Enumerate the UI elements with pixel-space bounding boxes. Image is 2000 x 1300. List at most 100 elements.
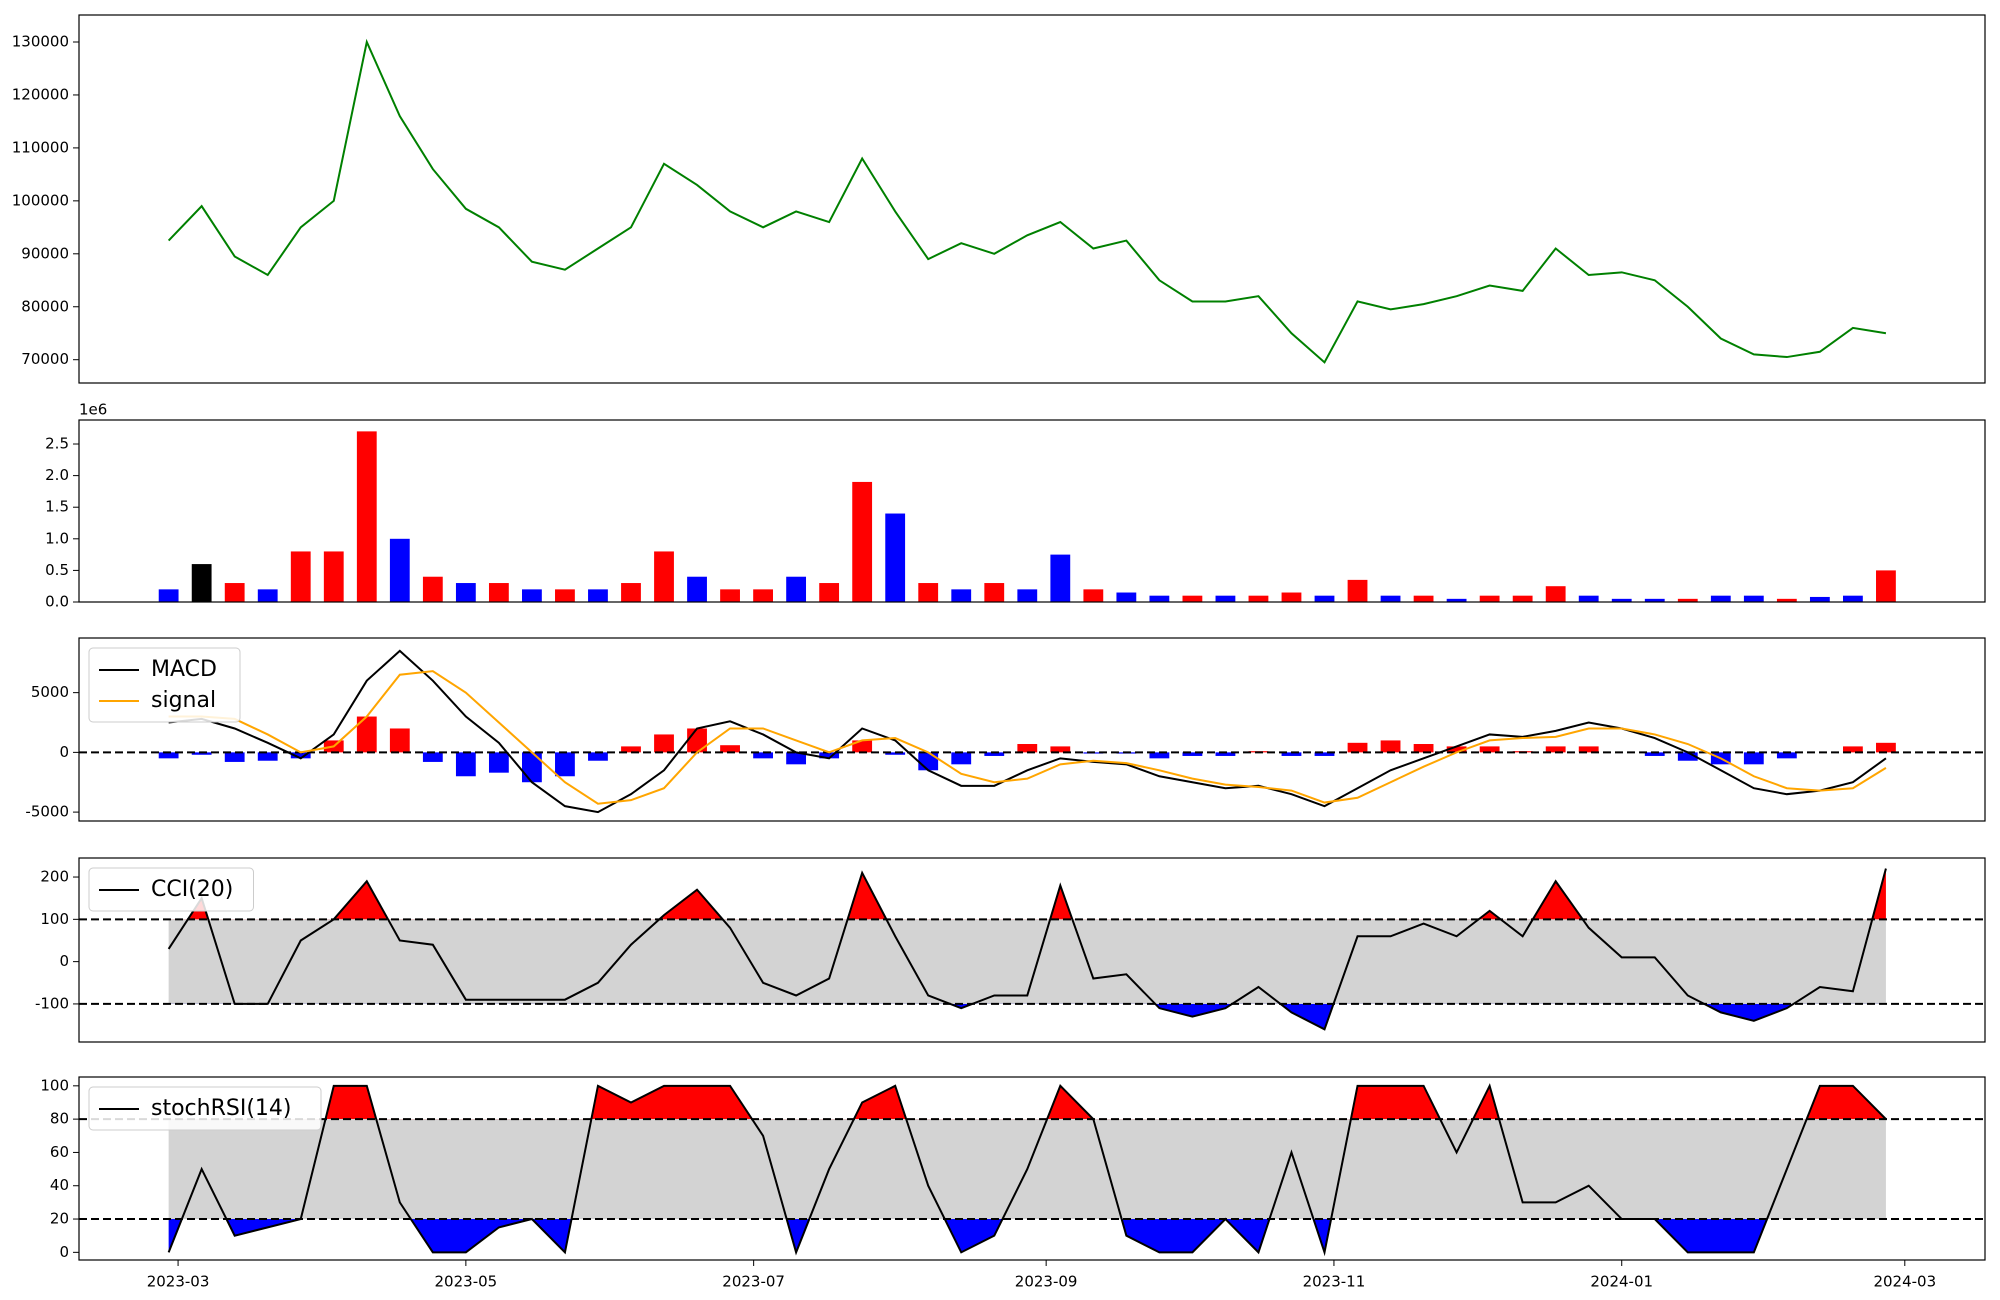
legend-label: signal <box>151 688 216 713</box>
y-tick-label: -100 <box>35 994 69 1012</box>
bar <box>555 589 575 602</box>
bar <box>455 583 476 602</box>
y-tick-label: 0.0 <box>45 593 69 611</box>
bar <box>753 589 773 602</box>
y-tick-label: 1.0 <box>45 529 69 547</box>
bar <box>1776 598 1797 602</box>
histogram-bar <box>852 740 873 753</box>
neutral-band <box>168 919 1886 1004</box>
bar <box>522 589 542 602</box>
histogram-bar <box>1446 746 1467 753</box>
histogram-bar <box>1149 752 1170 759</box>
bar <box>720 589 740 602</box>
panel: 0 20 40 60 80 100 2023-03 2023-05 2023-07 2023-09… <box>40 1076 1986 1291</box>
histogram-bar <box>819 752 840 759</box>
histogram-bar <box>1413 744 1434 753</box>
x-tick-label: 2023-05 <box>435 1273 498 1291</box>
bar <box>1347 579 1368 602</box>
histogram-bar <box>1314 752 1335 756</box>
histogram-bar <box>1876 742 1896 753</box>
bar <box>1083 589 1104 602</box>
histogram-bar <box>753 752 773 759</box>
legend-label: MACD <box>151 657 217 682</box>
bar <box>191 564 212 602</box>
histogram-bar <box>885 752 906 755</box>
histogram-bar <box>1677 752 1698 761</box>
bar <box>1017 589 1038 602</box>
bar <box>885 513 906 602</box>
y-tick-label: 1.5 <box>45 498 69 516</box>
axes-frame <box>78 857 1986 1043</box>
histogram-bar <box>191 752 212 755</box>
series-line <box>167 1083 1887 1257</box>
y-tick-label: 110000 <box>12 138 69 156</box>
x-tick-label: 2023-09 <box>1015 1273 1078 1291</box>
bar <box>918 583 939 602</box>
bar <box>1842 595 1863 602</box>
bar <box>1050 554 1071 602</box>
histogram-bar <box>522 752 542 783</box>
bar <box>786 576 807 602</box>
x-tick-label: 2023-11 <box>1303 1273 1366 1291</box>
y-tick-label: 130000 <box>12 33 69 51</box>
bar <box>1578 595 1599 602</box>
histogram-bar <box>1776 752 1797 759</box>
y-tick-label: 90000 <box>21 244 69 262</box>
bar <box>1314 595 1335 602</box>
y-tick-label: 100 <box>40 910 69 928</box>
histogram-bar <box>1842 746 1863 753</box>
histogram-bar <box>1545 746 1566 753</box>
histogram-bar <box>1347 742 1368 753</box>
bar <box>1809 596 1830 602</box>
histogram-bar <box>720 745 740 753</box>
histogram-bar <box>1050 746 1071 753</box>
offset-label: 1e6 <box>79 401 107 419</box>
histogram-bar <box>588 752 608 761</box>
bar <box>1446 598 1467 602</box>
histogram-bar <box>389 728 410 753</box>
bar <box>654 551 674 602</box>
panel: -100 0 100 200 CCI(20) <box>35 857 1986 1043</box>
series-line <box>167 38 1887 364</box>
histogram-bar <box>224 752 245 762</box>
bar <box>951 589 972 602</box>
bar <box>290 551 311 602</box>
bar <box>1677 598 1698 602</box>
y-tick-label: 120000 <box>12 85 69 103</box>
bar <box>1512 595 1533 602</box>
legend-label: stochRSI(14) <box>151 1096 292 1121</box>
bar <box>621 583 641 602</box>
bar <box>1380 595 1401 602</box>
legend-label: CCI(20) <box>151 877 233 902</box>
y-tick-label: 5000 <box>31 683 69 701</box>
bar <box>1215 595 1236 602</box>
histogram-bar <box>918 752 939 771</box>
bar <box>1644 598 1665 602</box>
bar <box>1545 586 1566 602</box>
bar <box>1116 592 1137 602</box>
y-tick-label: 100 <box>40 1076 69 1094</box>
x-tick-label: 2024-03 <box>1873 1273 1936 1291</box>
bar <box>1149 595 1170 602</box>
bar <box>1248 595 1269 602</box>
bar <box>852 481 873 602</box>
bar <box>1479 595 1500 602</box>
histogram-bar <box>1182 752 1203 756</box>
series-line <box>168 670 1887 805</box>
histogram-bar <box>786 752 807 765</box>
y-tick-label: 2.5 <box>45 435 69 453</box>
overbought-fill <box>168 868 1886 920</box>
histogram-bar <box>984 752 1005 756</box>
panel: -5000 0 5000 MACD signal <box>25 637 1986 822</box>
axes-frame <box>78 637 1986 822</box>
x-tick-label: 2023-03 <box>147 1273 210 1291</box>
histogram-bar <box>1578 746 1599 753</box>
histogram-bar <box>422 752 443 762</box>
panel: 70000 80000 90000 100000 110000 120000 130000 <box>12 14 1986 384</box>
histogram-bar <box>356 716 377 753</box>
bar <box>323 551 344 602</box>
histogram-bar <box>1017 744 1038 753</box>
histogram-bar <box>1743 752 1764 765</box>
histogram-bar <box>621 746 641 753</box>
